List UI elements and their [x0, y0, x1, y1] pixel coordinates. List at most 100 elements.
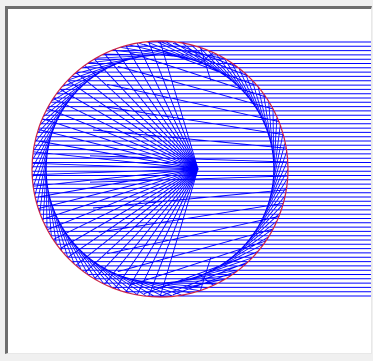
lens-outline [31, 40, 289, 298]
edge-ray [128, 44, 195, 61]
radial-ray [136, 42, 199, 170]
radial-ray [104, 168, 199, 285]
reflected-ray [107, 83, 279, 122]
radial-ray [53, 168, 199, 240]
radial-ray [67, 168, 199, 258]
reflected-ray [172, 270, 238, 296]
edge-ray [61, 60, 125, 88]
edge-ray [42, 154, 48, 222]
radial-ray [84, 168, 199, 273]
edge-ray [207, 50, 253, 102]
radial-ray [33, 168, 199, 187]
edge-ray [34, 130, 53, 196]
reflected-ray [199, 257, 212, 291]
edge-ray [173, 41, 230, 79]
edge-ray [90, 259, 147, 297]
edge-ray [203, 243, 264, 275]
edge-ray [260, 159, 289, 222]
edge-ray [195, 250, 259, 278]
reflected-ray [89, 175, 288, 183]
edge-ray [45, 177, 57, 245]
edge-ray [164, 40, 224, 75]
edge-ray [32, 123, 56, 187]
reflected-ray [117, 228, 274, 273]
edge-ray [155, 40, 217, 71]
reflected-ray [92, 189, 287, 209]
edge-ray [67, 58, 132, 81]
reflected-ray [89, 155, 288, 163]
reflected-ray [98, 105, 284, 136]
edge-ray [50, 201, 75, 265]
edge-ray [181, 42, 236, 84]
edge-ray [39, 146, 49, 213]
radial-ray [33, 151, 199, 170]
edge-ray [217, 228, 274, 268]
edge-ray [103, 53, 172, 56]
edge-ray [31, 116, 60, 179]
edge-ray [252, 177, 289, 236]
edge-ray [156, 279, 225, 284]
parallel-rays-group [32, 41, 371, 297]
viewport-frame [5, 6, 372, 354]
edge-ray [268, 101, 275, 169]
edge-ray [215, 53, 257, 109]
reflected-ray [158, 261, 248, 298]
edge-ray [263, 93, 275, 161]
ray-diagram-canvas [8, 9, 371, 353]
edge-ray [52, 208, 82, 271]
radial-ray [159, 40, 199, 170]
edge-ray [59, 223, 97, 281]
edge-ray [95, 54, 164, 59]
radial-ray [93, 58, 199, 170]
edge-ray [56, 63, 117, 95]
edge-ray [31, 102, 68, 161]
radial-ray [47, 168, 199, 231]
edge-ray [137, 42, 202, 64]
edge-ray [31, 109, 64, 170]
reflected-ray [107, 216, 279, 255]
reflected-ray [92, 129, 287, 149]
edge-ray [63, 229, 105, 285]
edge-ray [78, 248, 130, 294]
radial-ray [125, 45, 199, 170]
edge-ray [267, 142, 286, 208]
reflected-ray [98, 202, 284, 233]
radial-ray [104, 53, 199, 170]
edge-ray [45, 169, 52, 237]
edge-ray [238, 67, 268, 130]
radial-ray [67, 80, 199, 170]
radial-ray [32, 162, 199, 170]
radial-ray [32, 168, 199, 176]
edge-ray [67, 236, 113, 288]
edge-ray [39, 79, 90, 126]
edge-ray [74, 56, 140, 75]
radial-ray [38, 168, 199, 210]
edge-ray [269, 133, 284, 200]
edge-ray [46, 70, 103, 110]
edge-ray [141, 281, 208, 289]
radial-ray [125, 168, 199, 293]
reflected-ray [130, 52, 266, 98]
edge-ray [42, 74, 96, 118]
reflected-ray [117, 65, 274, 110]
radial-ray [136, 168, 199, 296]
edge-ray [231, 62, 265, 122]
radial-ray [35, 140, 199, 170]
reflected-ray [143, 43, 258, 87]
radial-ray [75, 72, 199, 170]
radial-ray [93, 168, 199, 280]
edge-ray [48, 193, 69, 259]
reflected-rays-group [31, 40, 289, 298]
edge-ray [112, 49, 179, 57]
edge-ray [125, 277, 192, 294]
radial-ray [75, 168, 199, 266]
edge-ray [264, 151, 288, 215]
edge-ray [164, 274, 232, 284]
radial-ray [59, 168, 199, 250]
edge-ray [247, 186, 288, 242]
edge-ray [146, 41, 210, 67]
edge-ray [242, 195, 286, 248]
radial-ray [42, 168, 199, 220]
radial-ray [47, 107, 199, 170]
